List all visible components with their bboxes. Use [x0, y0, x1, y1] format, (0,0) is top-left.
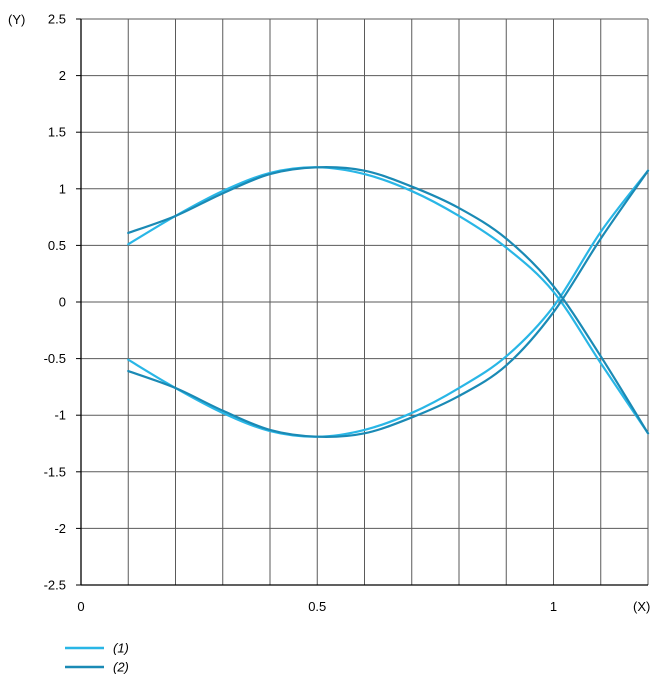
legend: (1)(2) — [65, 641, 129, 675]
y-tick-label: -0.5 — [44, 351, 66, 366]
y-tick-label: 1 — [59, 181, 66, 196]
x-tick-label: 0.5 — [308, 599, 326, 614]
series-2-line-lower — [127, 169, 650, 438]
y-tick-label: -1.5 — [44, 464, 66, 479]
legend-label-1: (1) — [113, 641, 129, 656]
x-tick-label: 1 — [550, 599, 557, 614]
y-tick-label: -2 — [54, 521, 66, 536]
series-2-line-upper — [127, 166, 650, 435]
series-1-line-lower — [127, 169, 650, 438]
y-tick-label: 2.5 — [48, 12, 66, 27]
y-axis-title: (Y) — [8, 12, 25, 27]
y-tick-label: 1.5 — [48, 125, 66, 140]
legend-label-2: (2) — [113, 660, 129, 675]
series-1-line-upper — [127, 166, 650, 435]
x-tick-label: 0 — [77, 599, 84, 614]
y-tick-label: 0.5 — [48, 238, 66, 253]
y-tick-label: 2 — [59, 68, 66, 83]
plot-lines — [127, 166, 650, 438]
tick-labels: 2.5 2 1.5 1 0.5 0 -0.5 -1 -1.5 -2 -2.5 0 0.5 1 — [44, 12, 558, 615]
y-tick-label: -1 — [54, 408, 66, 423]
x-axis-title: (X) — [633, 599, 650, 614]
y-tick-label: -2.5 — [44, 578, 66, 593]
y-tick-label: 0 — [59, 295, 66, 310]
grid — [81, 18, 649, 585]
